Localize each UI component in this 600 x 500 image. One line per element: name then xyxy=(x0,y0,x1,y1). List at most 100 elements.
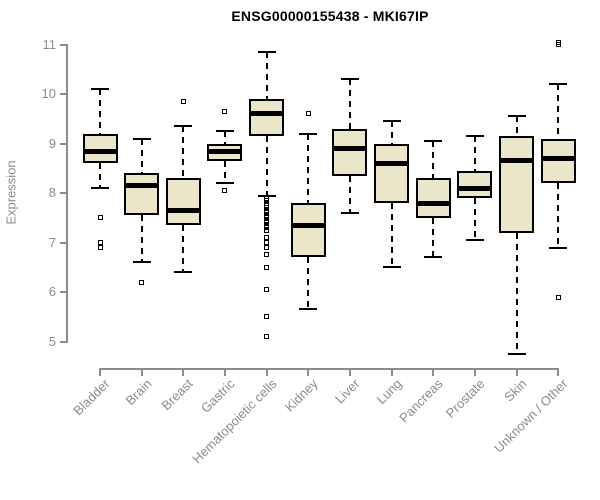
box-lung xyxy=(374,143,410,204)
whisker-lower-lung xyxy=(390,203,393,268)
whisker-cap-high-liver xyxy=(340,78,359,81)
whisker-lower-pancreas xyxy=(432,217,435,258)
outlier-gastric xyxy=(222,188,228,194)
whisker-upper-hematopoietic-cells xyxy=(265,52,268,100)
whisker-cap-high-bladder xyxy=(91,88,109,91)
box-brain xyxy=(124,173,160,216)
outlier-unknown-other xyxy=(555,42,561,48)
median-lung xyxy=(374,160,410,166)
whisker-cap-low-prostate xyxy=(465,239,484,242)
box-kidney xyxy=(290,203,326,258)
median-hematopoietic-cells xyxy=(249,111,285,117)
box-liver xyxy=(332,128,368,176)
x-tick-mark xyxy=(390,370,393,376)
y-axis-line xyxy=(66,43,68,343)
whisker-lower-hematopoietic-cells xyxy=(265,136,268,196)
x-tick-mark xyxy=(515,370,518,376)
whisker-upper-breast xyxy=(182,126,185,179)
y-tick-mark xyxy=(60,241,66,244)
whisker-cap-high-unknown-other xyxy=(549,83,568,86)
outlier-hematopoietic-cells xyxy=(264,287,270,293)
whisker-upper-lung xyxy=(390,121,393,144)
y-tick-mark xyxy=(60,340,66,343)
y-tick-mark xyxy=(60,192,66,195)
y-tick-label: 10 xyxy=(41,86,56,102)
whisker-upper-bladder xyxy=(99,89,101,134)
y-tick-mark xyxy=(60,43,66,46)
outlier-gastric xyxy=(222,108,228,114)
whisker-cap-low-bladder xyxy=(91,187,109,190)
whisker-lower-prostate xyxy=(473,198,476,241)
box-prostate xyxy=(457,170,493,199)
x-tick-mark xyxy=(265,370,268,376)
whisker-cap-high-gastric xyxy=(215,130,234,133)
outlier-kidney xyxy=(305,111,311,117)
whisker-lower-kidney xyxy=(307,257,310,310)
outlier-hematopoietic-cells xyxy=(264,264,270,270)
outlier-bladder xyxy=(97,215,103,221)
whisker-cap-low-breast xyxy=(174,271,193,274)
x-tick-mark xyxy=(432,370,435,376)
median-kidney xyxy=(290,222,326,228)
x-tick-mark xyxy=(473,370,476,376)
whisker-cap-low-skin xyxy=(507,352,526,355)
whisker-upper-brain xyxy=(140,138,143,174)
y-tick-label: 5 xyxy=(48,333,56,349)
box-skin xyxy=(499,136,535,233)
whisker-cap-high-breast xyxy=(174,125,193,128)
outlier-hematopoietic-cells xyxy=(264,240,270,246)
y-tick-label: 6 xyxy=(48,284,56,300)
whisker-upper-prostate xyxy=(473,136,476,171)
x-tick-mark xyxy=(223,370,226,376)
x-axis-line xyxy=(99,368,560,370)
median-brain xyxy=(124,183,160,189)
whisker-cap-low-gastric xyxy=(215,182,234,185)
whisker-lower-unknown-other xyxy=(557,183,560,248)
whisker-upper-pancreas xyxy=(432,141,435,179)
x-tick-mark xyxy=(140,370,143,376)
whisker-upper-gastric xyxy=(223,131,226,144)
x-tick-mark xyxy=(307,370,310,376)
outlier-hematopoietic-cells xyxy=(264,314,270,320)
median-gastric xyxy=(207,148,243,154)
whisker-upper-unknown-other xyxy=(557,84,560,139)
median-liver xyxy=(332,146,368,152)
whisker-upper-skin xyxy=(515,116,518,137)
whisker-cap-high-prostate xyxy=(465,135,484,138)
whisker-cap-low-liver xyxy=(340,211,359,214)
whisker-cap-high-kidney xyxy=(299,132,318,135)
whisker-lower-gastric xyxy=(223,160,226,184)
y-tick-mark xyxy=(60,291,66,294)
x-tick-mark xyxy=(99,370,101,376)
whisker-cap-low-unknown-other xyxy=(549,246,568,249)
outlier-hematopoietic-cells xyxy=(264,245,270,251)
box-pancreas xyxy=(415,178,451,218)
outlier-brain xyxy=(139,279,145,285)
outlier-bladder xyxy=(97,245,103,251)
y-tick-label: 8 xyxy=(48,185,56,201)
whisker-cap-high-lung xyxy=(382,120,401,123)
outlier-hematopoietic-cells xyxy=(264,252,270,258)
median-bladder xyxy=(82,148,118,154)
whisker-upper-liver xyxy=(348,79,351,129)
x-tick-mark xyxy=(348,370,351,376)
y-tick-label: 11 xyxy=(42,36,57,52)
whisker-cap-high-hematopoietic-cells xyxy=(257,51,276,54)
outlier-breast xyxy=(180,99,186,105)
y-tick-label: 9 xyxy=(48,135,56,151)
whisker-lower-brain xyxy=(140,215,143,263)
x-tick-mark xyxy=(182,370,185,376)
y-tick-label: 7 xyxy=(48,234,56,250)
whisker-cap-high-skin xyxy=(507,115,526,118)
box-hematopoietic-cells xyxy=(249,99,285,137)
y-tick-mark xyxy=(60,93,66,96)
median-prostate xyxy=(457,185,493,191)
whisker-cap-low-brain xyxy=(132,261,151,264)
median-skin xyxy=(499,158,535,164)
outlier-hematopoietic-cells xyxy=(264,227,270,233)
whisker-lower-bladder xyxy=(99,163,101,189)
whisker-cap-high-pancreas xyxy=(424,140,443,143)
median-pancreas xyxy=(415,200,451,206)
outlier-unknown-other xyxy=(555,294,561,300)
